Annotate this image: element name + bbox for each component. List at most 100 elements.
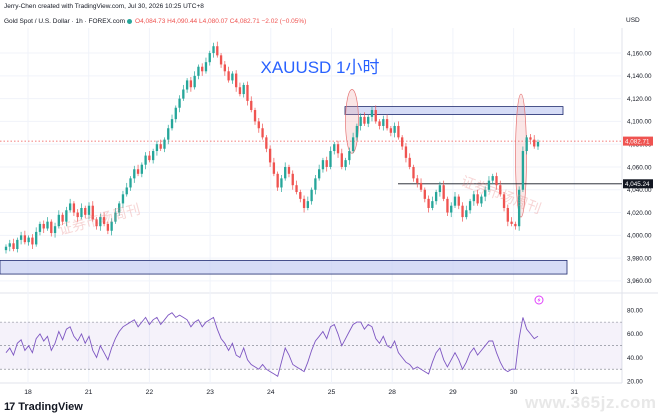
rsi-tick-label: 20.00 xyxy=(627,378,643,385)
candle xyxy=(438,181,442,197)
candle xyxy=(276,171,279,191)
candle xyxy=(401,135,404,150)
ohlc-values: O4,084.73 H4,090.44 L4,080.07 C4,082.71 … xyxy=(135,18,307,25)
candle xyxy=(189,76,193,92)
time-tick-label: 30 xyxy=(510,389,518,396)
candle xyxy=(468,198,472,214)
candle xyxy=(408,153,411,170)
candle xyxy=(53,222,57,238)
chart-title: XAUUSD 1小时 xyxy=(260,58,379,77)
candle xyxy=(472,190,476,206)
symbol-legend: Gold Spot / U.S. Dollar · 1h · FOREX.com… xyxy=(4,18,306,25)
tradingview-logo-icon: 17 xyxy=(4,401,15,413)
candle xyxy=(8,239,11,252)
candle xyxy=(382,115,385,131)
rsi-tick-label: 60.00 xyxy=(627,331,643,338)
candle xyxy=(87,202,91,220)
price-axis[interactable]: 4,160.004,140.004,120.004,100.004,080.00… xyxy=(0,50,652,285)
candle xyxy=(121,190,125,208)
site-watermark: www.365jz.com xyxy=(525,393,657,412)
candle xyxy=(340,148,343,170)
candle xyxy=(238,82,242,97)
candle xyxy=(114,207,117,224)
candle xyxy=(99,213,102,231)
price-zones xyxy=(0,106,568,275)
currency-label: USD xyxy=(626,17,640,24)
candle xyxy=(72,201,76,216)
candle xyxy=(136,164,140,177)
candle xyxy=(242,82,245,98)
support-zone xyxy=(0,259,568,275)
candle xyxy=(378,119,381,130)
candle xyxy=(333,141,336,155)
candle xyxy=(359,113,362,131)
current-price-tag-label: 4,082.71 xyxy=(625,138,650,145)
candle xyxy=(419,178,423,193)
current-price-tag xyxy=(623,136,653,146)
candle xyxy=(344,157,347,171)
time-tick-label: 29 xyxy=(449,389,457,396)
candle xyxy=(31,234,34,249)
candle xyxy=(95,217,98,230)
candle xyxy=(284,162,287,181)
candle xyxy=(84,205,87,219)
footer-brand: 17 TradingView xyxy=(4,401,83,413)
candle xyxy=(106,221,110,235)
candle xyxy=(348,147,351,165)
candle xyxy=(68,198,72,213)
time-tick-label: 18 xyxy=(24,389,32,396)
candle xyxy=(125,182,128,197)
candle xyxy=(185,78,189,93)
watermark-right: 证券市场周刊 xyxy=(459,173,544,218)
price-tick-label: 4,100.00 xyxy=(627,119,652,126)
highlight-ellipse xyxy=(345,89,359,154)
candle xyxy=(491,173,494,185)
candle xyxy=(374,105,377,124)
candle xyxy=(118,201,121,216)
candle xyxy=(495,172,498,190)
candle xyxy=(12,238,15,252)
candle xyxy=(336,140,340,158)
candle xyxy=(363,112,366,126)
candle xyxy=(23,230,27,245)
candle xyxy=(129,176,132,191)
candle xyxy=(65,206,68,227)
candle xyxy=(521,146,525,193)
candle xyxy=(502,192,506,212)
candle xyxy=(234,70,238,92)
candle xyxy=(76,209,79,222)
rsi-tick-label: 80.00 xyxy=(627,308,643,315)
candle xyxy=(144,152,147,170)
symbol-name: Gold Spot / U.S. Dollar · 1h · FOREX.com xyxy=(4,18,126,25)
candle xyxy=(457,194,460,210)
candle xyxy=(61,212,64,226)
candles xyxy=(4,41,540,254)
candle xyxy=(170,114,174,131)
candle xyxy=(151,148,155,164)
candle xyxy=(250,96,253,113)
candle xyxy=(321,157,325,173)
price-tick-label: 4,160.00 xyxy=(627,50,652,57)
time-tick-label: 22 xyxy=(146,389,154,396)
candle xyxy=(416,174,419,188)
candle xyxy=(355,123,359,141)
lightning-alert-icon[interactable] xyxy=(534,295,544,305)
candle xyxy=(159,139,162,152)
candle xyxy=(257,117,260,133)
candle xyxy=(182,84,185,101)
candle xyxy=(329,146,332,170)
candle xyxy=(178,95,181,113)
candle xyxy=(50,219,53,237)
candle xyxy=(197,64,200,80)
level-price-tag xyxy=(623,179,653,189)
candle xyxy=(510,217,513,227)
candle xyxy=(385,114,389,131)
candle xyxy=(102,212,106,227)
candle xyxy=(80,203,83,220)
time-tick-label: 25 xyxy=(328,389,336,396)
candle xyxy=(393,122,396,138)
candle xyxy=(310,187,313,205)
candle xyxy=(476,189,479,206)
candle xyxy=(208,50,211,66)
